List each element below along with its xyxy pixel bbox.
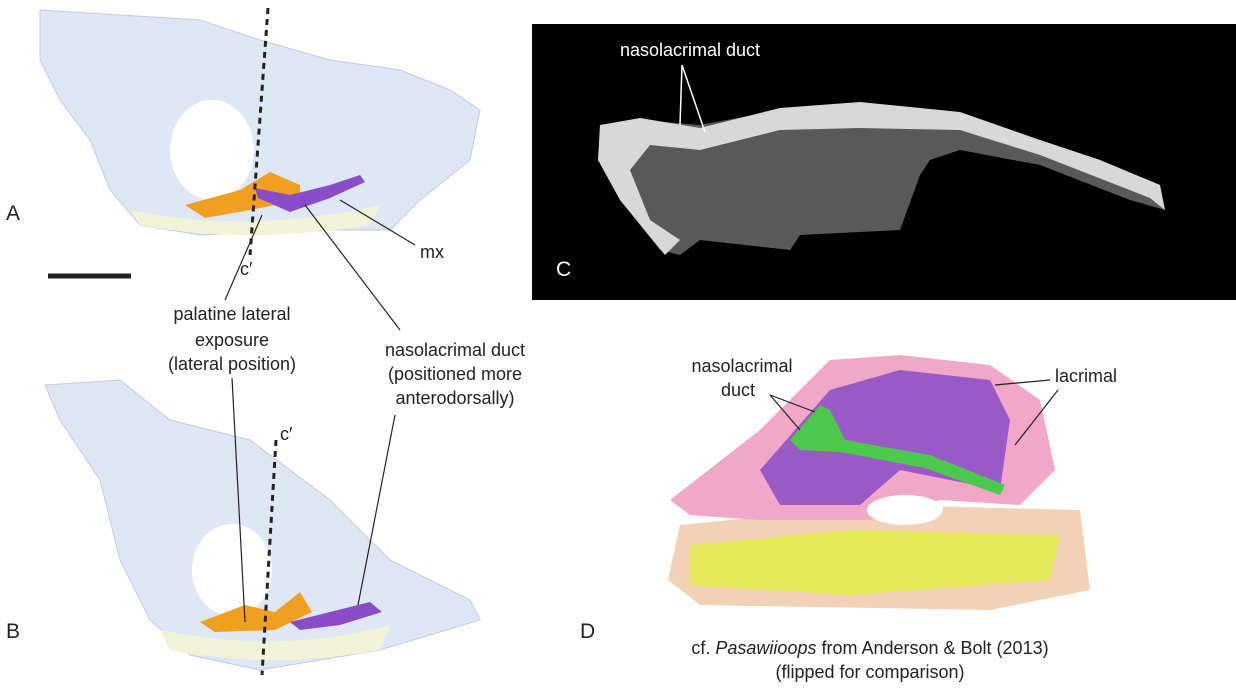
- annotation: lacrimal: [1055, 366, 1117, 386]
- annotation: nasolacrimal duct: [620, 40, 760, 60]
- opening: [867, 495, 943, 525]
- caption-note: (flipped for comparison): [775, 662, 964, 682]
- panel-label: A: [6, 202, 20, 225]
- caption: cf. Pasawiioops from Anderson & Bolt (20…: [691, 638, 1048, 658]
- section-label: c′: [280, 424, 293, 444]
- caption-text: cf.: [691, 638, 715, 658]
- caption-text: from Anderson & Bolt (2013): [816, 638, 1048, 658]
- panel-label: B: [6, 620, 20, 643]
- annotation: nasolacrimal: [691, 356, 792, 376]
- annotation-note: (positioned more: [388, 364, 522, 384]
- annotation: mx: [420, 242, 444, 262]
- caption-taxon: Pasawiioops: [715, 638, 816, 658]
- figure: A c′ mx B c′ palatine lateral exposure (…: [0, 0, 1236, 684]
- annotation-note: anterodorsally): [395, 388, 514, 408]
- annotation: exposure: [195, 330, 269, 350]
- annotation: nasolacrimal duct: [385, 340, 525, 360]
- annotation: duct: [721, 380, 755, 400]
- annotation-note: (lateral position): [168, 354, 296, 374]
- panel-label: C: [556, 258, 571, 281]
- annotation: palatine lateral: [173, 304, 290, 324]
- panel-label: D: [580, 620, 595, 643]
